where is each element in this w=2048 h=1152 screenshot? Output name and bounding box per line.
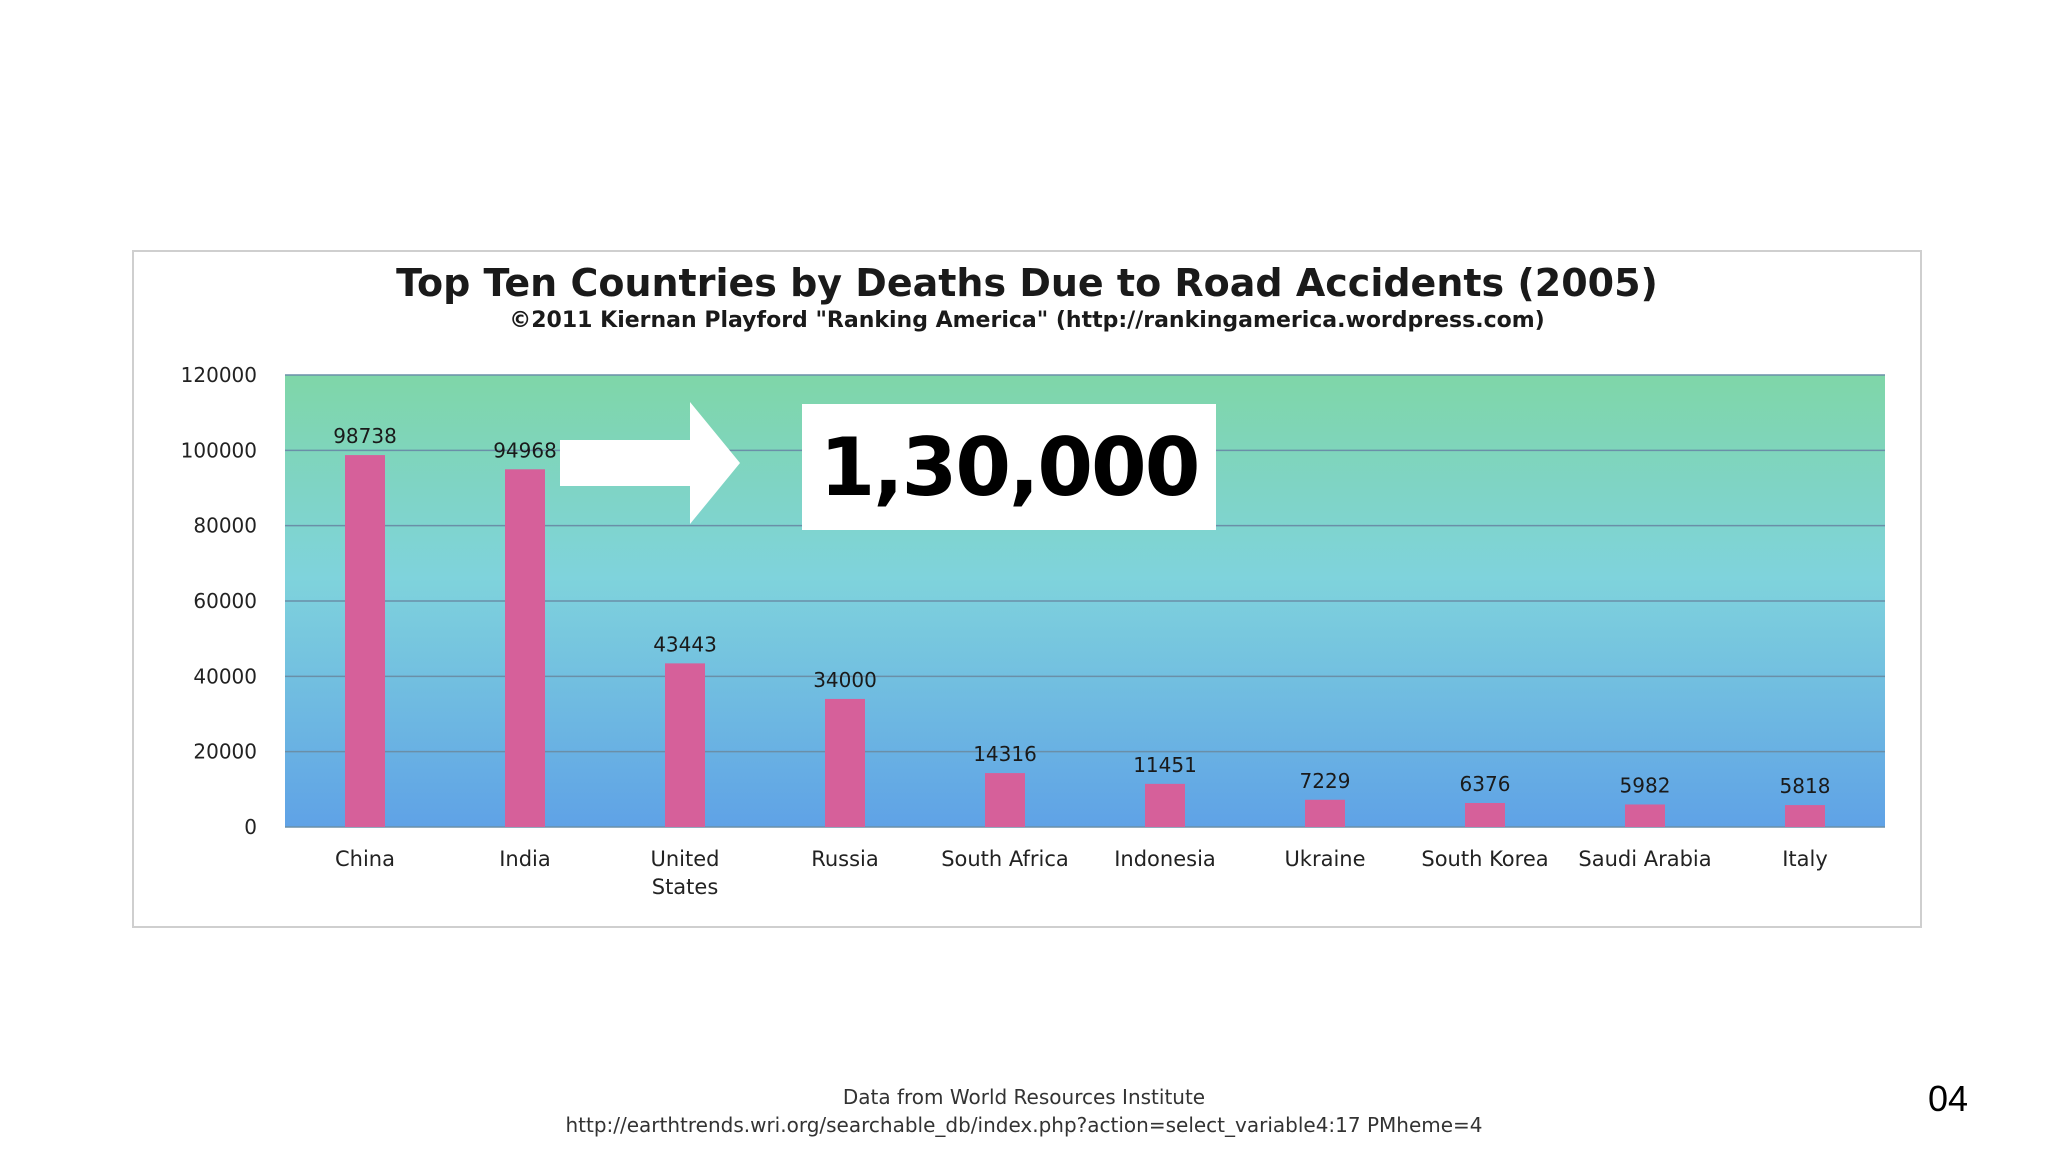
data-label: 6376 (1460, 772, 1511, 796)
bar-ukraine (1305, 799, 1345, 827)
data-label: 11451 (1133, 753, 1197, 777)
bar-indonesia (1145, 783, 1185, 827)
chart-frame: Top Ten Countries by Deaths Due to Road … (132, 250, 1922, 928)
data-label: 5982 (1620, 773, 1671, 797)
callout-box: 1,30,000 (802, 404, 1216, 530)
bar-india (505, 469, 545, 827)
y-tick-label: 20000 (193, 740, 257, 764)
data-label: 5818 (1780, 774, 1831, 798)
y-tick-label: 40000 (193, 664, 257, 688)
bar-south-africa (985, 773, 1025, 827)
x-tick-label: Russia (811, 847, 879, 871)
callout-value: 1,30,000 (819, 420, 1201, 514)
x-tick-label: China (335, 847, 395, 871)
x-tick-label: India (499, 847, 551, 871)
chart-title: Top Ten Countries by Deaths Due to Road … (396, 261, 1658, 305)
bar-south-korea (1465, 802, 1505, 827)
x-tick-label: Italy (1782, 847, 1828, 871)
source-url: http://earthtrends.wri.org/searchable_db… (565, 1113, 1483, 1137)
y-tick-label: 120000 (181, 363, 257, 387)
bar-russia (825, 698, 865, 827)
bar-united-states (665, 663, 705, 827)
source-line: Data from World Resources Institute (842, 1085, 1206, 1109)
data-label: 43443 (653, 632, 717, 656)
x-axis-ticks: China India United States Russia South Africa… (335, 847, 1828, 899)
y-axis-ticks: 0 20000 40000 60000 80000 100000 120000 (181, 363, 257, 839)
x-tick-label: South Korea (1421, 847, 1548, 871)
data-label: 14316 (973, 742, 1037, 766)
data-label: 94968 (493, 438, 557, 462)
data-labels: 98738 94968 43443 34000 14316 11451 7229 6376 59… (333, 424, 1830, 798)
x-tick-label: Saudi Arabia (1578, 847, 1711, 871)
y-tick-label: 80000 (193, 514, 257, 538)
bar-china (345, 455, 385, 827)
x-tick-label: United States (651, 847, 720, 899)
y-tick-label: 60000 (193, 589, 257, 613)
bar-saudi-arabia (1625, 804, 1665, 827)
x-tick-label: Indonesia (1114, 847, 1216, 871)
x-tick-label: Ukraine (1284, 847, 1365, 871)
y-tick-label: 0 (244, 815, 257, 839)
chart-subtitle: ©2011 Kiernan Playford "Ranking America"… (509, 308, 1544, 333)
right-arrow-icon (560, 402, 740, 524)
data-label: 34000 (813, 668, 877, 692)
data-label: 7229 (1300, 769, 1351, 793)
x-tick-label: South Africa (941, 847, 1069, 871)
bar-italy (1785, 805, 1825, 827)
page-number: 04 (1928, 1078, 1969, 1119)
bars (345, 455, 1825, 827)
y-tick-label: 100000 (181, 438, 257, 462)
bar-chart: Top Ten Countries by Deaths Due to Road … (181, 261, 1885, 899)
data-label: 98738 (333, 424, 397, 448)
